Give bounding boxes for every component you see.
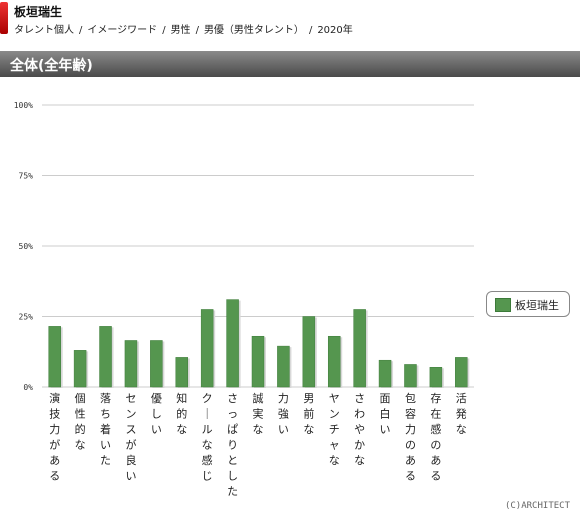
x-tick-label: さっぱりとした: [227, 392, 238, 498]
bar: [302, 316, 316, 388]
bar: [200, 309, 214, 388]
bar: [175, 357, 189, 388]
y-tick-label: 0%: [23, 383, 33, 392]
x-tick-label: 個性的な: [75, 392, 86, 452]
bar: [150, 340, 163, 388]
bar: [251, 335, 265, 388]
y-tick-label: 50%: [19, 242, 34, 251]
breadcrumb-item[interactable]: イメージワード: [87, 25, 158, 36]
copyright: (C)ARCHITECT: [504, 501, 570, 511]
breadcrumb: タレント個人 / イメージワード / 男性 / 男優（男性タレント）/2020年: [14, 25, 353, 36]
y-tick-label: 100%: [14, 101, 33, 110]
y-tick-label: 25%: [19, 313, 34, 322]
header: 板垣瑞生 タレント個人 / イメージワード / 男性 / 男優（男性タレント）/2020年: [0, 0, 580, 42]
x-tick-label: さわやかな: [354, 392, 365, 467]
x-tick-label: 活発な: [456, 392, 467, 436]
section-band: 全体(全年齢): [0, 51, 580, 77]
breadcrumb-item[interactable]: 男性: [170, 25, 191, 36]
bar: [226, 299, 239, 388]
x-tick-label: 優しい: [151, 392, 162, 436]
breadcrumb-item[interactable]: 男優（男性タレント）: [203, 25, 304, 36]
talent-name: 板垣瑞生: [14, 5, 63, 19]
x-tick-label: センスが良い: [125, 392, 136, 483]
bar: [455, 357, 468, 388]
x-tick-label: 面白い: [380, 392, 391, 436]
bar: [73, 350, 87, 388]
bar: [99, 326, 112, 388]
x-tick-label: 存在感のある: [430, 391, 441, 483]
legend-swatch: [495, 298, 511, 312]
bar: [353, 309, 366, 388]
bar: [404, 364, 417, 388]
legend-label: 板垣瑞生: [515, 299, 559, 312]
x-tick-label: ク｜ルな感じ: [202, 392, 213, 483]
y-tick-label: 75%: [19, 172, 34, 181]
bar: [124, 340, 138, 388]
x-tick-label: 包容力のある: [405, 392, 416, 483]
section-title: 全体(全年齢): [10, 58, 93, 74]
breadcrumb-item: 2020年: [317, 25, 353, 36]
x-tick-label: 演技力がある: [49, 391, 60, 483]
header-accent: [0, 2, 8, 34]
x-tick-label: 落ち着いた: [100, 392, 111, 467]
bar: [327, 335, 341, 388]
x-tick-label: 知的な: [176, 391, 187, 436]
bar: [277, 345, 290, 388]
x-tick-label: 力強い: [278, 392, 289, 436]
legend: 板垣瑞生: [486, 291, 570, 317]
bar: [378, 359, 392, 388]
breadcrumb-item[interactable]: タレント個人: [14, 25, 74, 36]
x-tick-label: 男前な: [303, 392, 314, 436]
bar: [429, 367, 443, 388]
bar: [48, 326, 61, 388]
x-tick-label: ヤンチャな: [329, 392, 340, 467]
x-tick-label: 誠実な: [253, 392, 264, 436]
